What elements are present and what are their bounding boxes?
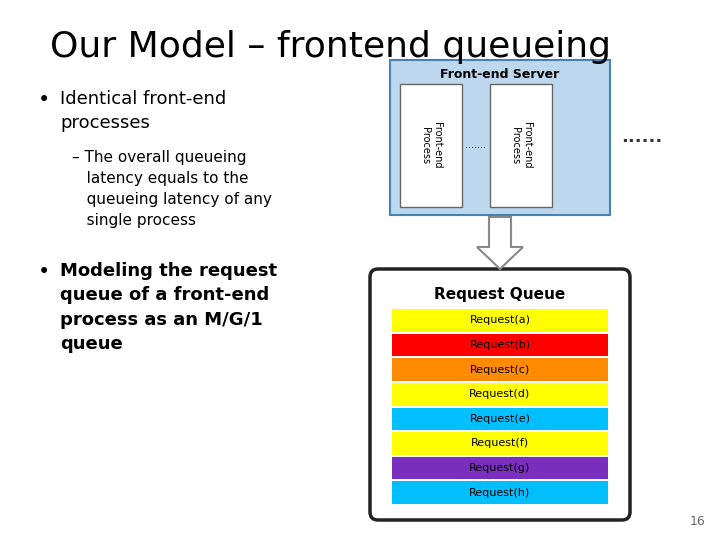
Text: Our Model – frontend queueing: Our Model – frontend queueing [50,30,611,64]
FancyBboxPatch shape [400,84,462,207]
Text: •: • [38,90,50,110]
Text: Request(f): Request(f) [471,438,529,448]
Text: Front-end
Process: Front-end Process [420,122,442,168]
FancyBboxPatch shape [490,84,552,207]
Text: Request(a): Request(a) [469,315,531,325]
Text: – The overall queueing
   latency equals to the
   queueing latency of any
   si: – The overall queueing latency equals to… [72,150,272,228]
Text: Request(h): Request(h) [469,488,531,498]
Text: Front-end
Process: Front-end Process [510,122,532,168]
FancyBboxPatch shape [392,408,608,430]
FancyBboxPatch shape [392,358,608,381]
Polygon shape [477,217,523,269]
Text: ......: ...... [621,129,662,146]
Text: Modeling the request
queue of a front-end
process as an M/G/1
queue: Modeling the request queue of a front-en… [60,262,277,353]
Text: Identical front-end
processes: Identical front-end processes [60,90,226,132]
Text: Front-end Server: Front-end Server [441,68,559,81]
Text: •: • [38,262,50,282]
Text: Request(d): Request(d) [469,389,531,399]
FancyBboxPatch shape [392,481,608,504]
FancyBboxPatch shape [370,269,630,520]
FancyBboxPatch shape [392,383,608,406]
FancyBboxPatch shape [392,457,608,480]
FancyBboxPatch shape [392,309,608,332]
Text: Request(c): Request(c) [470,364,530,375]
Text: Request(e): Request(e) [469,414,531,424]
FancyBboxPatch shape [392,432,608,455]
Text: Request(g): Request(g) [469,463,531,473]
Text: 16: 16 [689,515,705,528]
FancyBboxPatch shape [392,334,608,356]
Text: Request Queue: Request Queue [434,287,566,302]
Text: .......: ....... [466,140,487,151]
FancyBboxPatch shape [390,60,610,215]
Text: Request(b): Request(b) [469,340,531,350]
